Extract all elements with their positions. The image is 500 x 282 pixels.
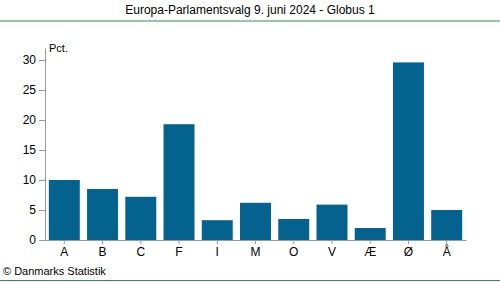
y-axis: 0 5 10 15 20 25 30: [23, 49, 46, 248]
chart: Europa-Parlamentsvalg 9. juni 2024 - Glo…: [0, 0, 500, 282]
x-tick-label: B: [99, 245, 107, 259]
bottom-rule: [0, 280, 500, 281]
y-tick: 20: [23, 113, 45, 127]
x-axis: ABCFIMOVÆØÅ: [46, 240, 467, 259]
bar: [431, 210, 462, 240]
x-tick-label: A: [60, 245, 68, 259]
y-tick-mark: [39, 60, 45, 61]
x-tick-label: M: [251, 245, 261, 259]
x-tick: B: [99, 240, 107, 259]
x-tick-mark: [331, 240, 332, 244]
x-tick: Ø: [404, 240, 413, 259]
bar: [202, 220, 233, 240]
x-tick-mark: [370, 240, 371, 244]
y-tick-label: 15: [23, 143, 37, 157]
y-tick-mark: [39, 90, 45, 91]
y-tick-label: 0: [29, 233, 36, 247]
x-tick-mark: [408, 240, 409, 244]
y-tick-label: 5: [29, 203, 36, 217]
y-tick-mark: [39, 120, 45, 121]
title: Europa-Parlamentsvalg 9. juni 2024 - Glo…: [125, 3, 375, 17]
x-tick-mark: [446, 240, 447, 244]
x-tick: M: [251, 240, 261, 259]
x-tick-mark: [64, 240, 65, 244]
y-tick-mark: [39, 180, 45, 181]
y-tick: 15: [23, 143, 45, 157]
bars: [49, 62, 462, 240]
y-tick-label: 30: [23, 53, 37, 67]
bar: [240, 203, 271, 240]
bar: [355, 228, 386, 240]
y-tick-label: 20: [23, 113, 37, 127]
bar: [278, 219, 309, 240]
bar: [393, 62, 424, 240]
y-tick: 5: [29, 203, 45, 217]
y-tick-mark: [39, 210, 45, 211]
x-tick-mark: [293, 240, 294, 244]
y-tick: 25: [23, 83, 45, 97]
x-tick: Æ: [364, 240, 376, 259]
x-tick-label: O: [289, 245, 298, 259]
y-tick: 30: [23, 53, 45, 67]
x-tick-label: I: [216, 245, 219, 259]
source: © Danmarks Statistik: [3, 265, 106, 277]
y-tick-mark: [39, 150, 45, 151]
x-tick-label: Å: [443, 244, 451, 259]
bar: [87, 189, 118, 240]
x-tick-mark: [102, 240, 103, 244]
x-tick-label: Æ: [364, 245, 376, 259]
x-tick: F: [175, 240, 182, 259]
x-tick-mark: [217, 240, 218, 244]
x-tick-mark: [140, 240, 141, 244]
y-tick: 0: [29, 233, 45, 247]
bar: [316, 205, 347, 240]
x-tick: V: [328, 240, 336, 259]
bar: [164, 124, 195, 240]
x-tick-label: V: [328, 245, 336, 259]
x-tick: Å: [443, 240, 451, 259]
y-axis-line: [45, 49, 46, 241]
x-tick: O: [289, 240, 298, 259]
bar: [125, 197, 156, 240]
x-tick-label: C: [136, 245, 145, 259]
x-tick: C: [136, 240, 145, 259]
title-rule: [0, 21, 500, 22]
y-tick-label: 10: [23, 173, 37, 187]
y-tick-label: 25: [23, 83, 37, 97]
y-axis-title: Pct.: [49, 42, 68, 54]
x-tick: A: [60, 240, 68, 259]
x-tick-label: Ø: [404, 245, 413, 259]
x-tick-label: F: [175, 245, 182, 259]
x-tick: I: [216, 240, 219, 259]
y-tick-mark: [39, 240, 45, 241]
x-tick-mark: [255, 240, 256, 244]
y-tick: 10: [23, 173, 45, 187]
bar: [49, 180, 80, 240]
x-tick-mark: [179, 240, 180, 244]
